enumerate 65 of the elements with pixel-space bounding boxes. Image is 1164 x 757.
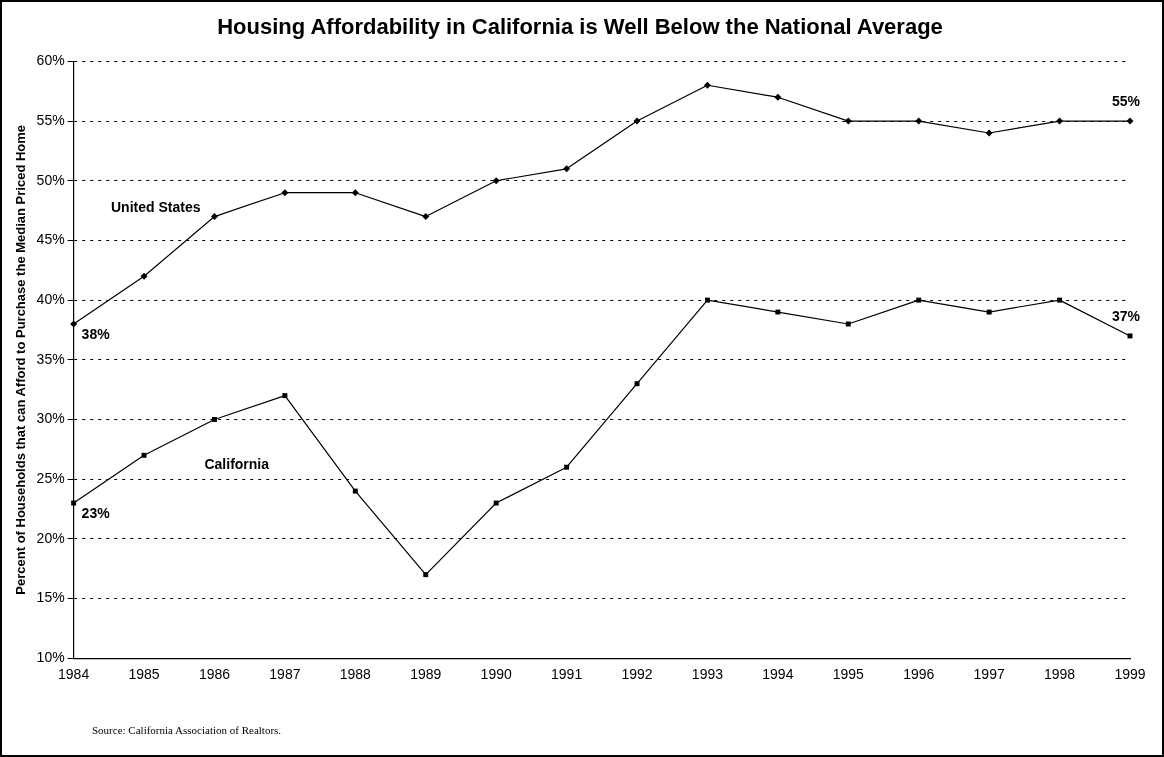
y-tick-label: 45% — [36, 231, 65, 248]
y-tick-label: 55% — [36, 111, 65, 128]
y-tick-label: 50% — [36, 171, 65, 188]
point — [916, 297, 922, 303]
point — [212, 417, 217, 422]
x-tick-label: 1991 — [551, 666, 583, 683]
point — [1126, 117, 1134, 125]
y-tick-label: 30% — [36, 410, 65, 427]
chart-title: Housing Affordability in California is Well Below the National Average — [216, 14, 944, 40]
point — [423, 572, 429, 578]
point — [915, 117, 923, 125]
point — [210, 213, 218, 221]
point — [282, 393, 288, 399]
y-tick-label: 60% — [36, 52, 65, 69]
y-tick-label: 10% — [36, 649, 65, 666]
series-label: United States — [111, 199, 201, 216]
point — [71, 500, 77, 506]
y-axis-title: Percent of Households that can Afford to Purchase the Median Priced Home — [13, 124, 29, 595]
x-tick-label: 1987 — [269, 666, 301, 683]
x-tick-label: 1986 — [198, 666, 231, 683]
x-tick-label: 1999 — [1114, 666, 1146, 683]
x-tick-label: 1993 — [691, 666, 724, 683]
x-tick-label: 1990 — [480, 666, 512, 683]
data-label: 38% — [81, 325, 111, 342]
data-label: 37% — [1111, 307, 1141, 324]
point — [70, 320, 78, 328]
x-tick-label: 1984 — [58, 666, 90, 683]
point — [633, 117, 641, 125]
point — [564, 464, 570, 470]
x-tick-label: 1996 — [903, 666, 935, 683]
y-tick-label: 25% — [36, 470, 65, 487]
y-tick-label: 35% — [36, 350, 65, 367]
point — [775, 309, 781, 315]
point — [281, 189, 289, 197]
y-tick-label: 40% — [36, 290, 65, 307]
point — [1056, 117, 1064, 125]
y-tick-label: 20% — [36, 529, 65, 546]
point — [563, 165, 571, 173]
point — [986, 309, 992, 315]
x-tick-label: 1997 — [973, 666, 1005, 683]
point — [703, 81, 711, 89]
x-tick-label: 1995 — [832, 666, 865, 683]
point — [492, 177, 500, 185]
data-label: 55% — [1111, 92, 1141, 109]
point — [422, 213, 430, 221]
x-tick-label: 1998 — [1044, 666, 1076, 683]
x-tick-label: 1988 — [339, 666, 372, 683]
source-note: Source: California Association of Realtors. — [92, 724, 282, 736]
point — [351, 189, 359, 197]
point — [704, 297, 710, 303]
point — [844, 117, 852, 125]
x-tick-label: 1994 — [762, 666, 794, 683]
point — [141, 452, 147, 458]
x-tick-label: 1985 — [128, 666, 160, 683]
x-tick-label: 1992 — [621, 666, 653, 683]
data-label: 23% — [81, 504, 111, 521]
x-tick-label: 1989 — [410, 666, 442, 683]
point — [352, 488, 358, 494]
text: California — [204, 456, 270, 473]
point — [1057, 297, 1063, 303]
point — [985, 129, 993, 137]
point — [493, 500, 499, 506]
point — [140, 272, 148, 280]
y-tick-label: 15% — [36, 589, 65, 606]
point — [774, 93, 782, 101]
